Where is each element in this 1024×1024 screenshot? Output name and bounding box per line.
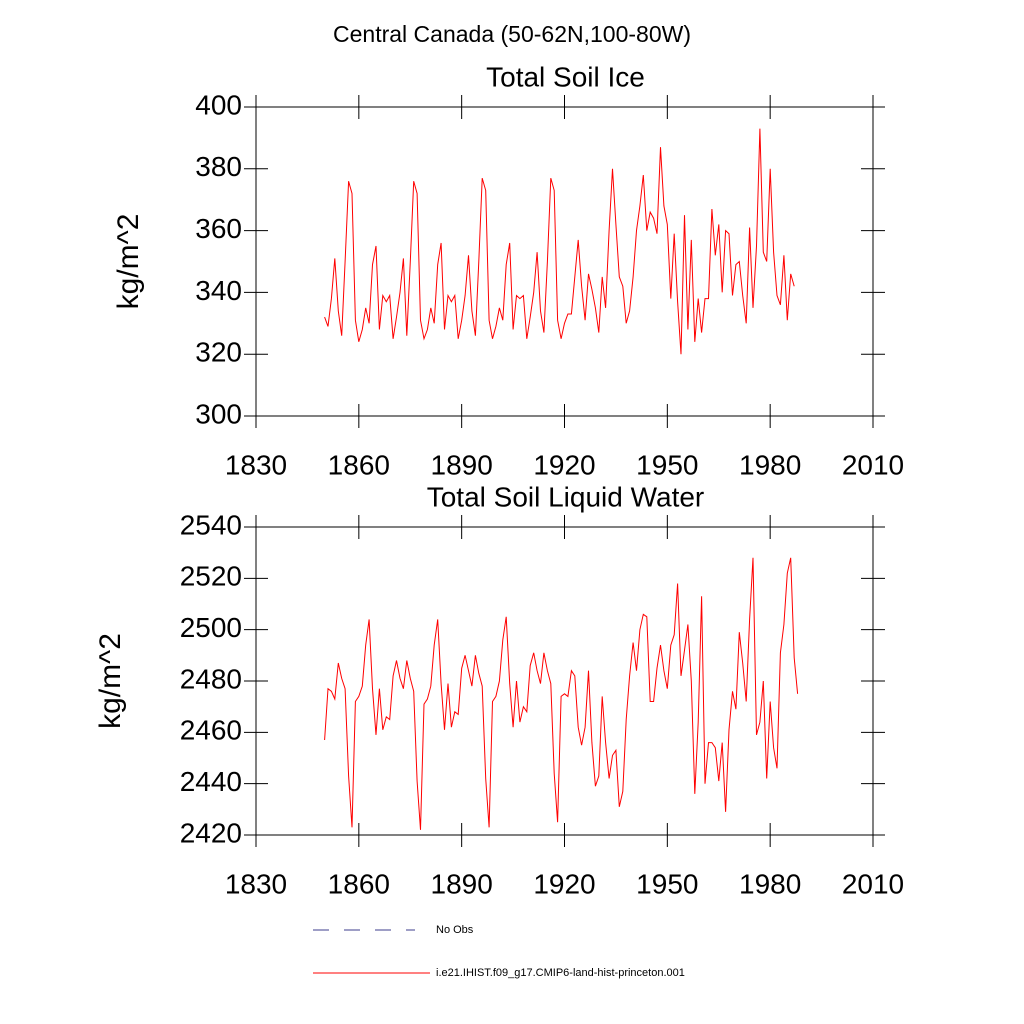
x-tick-label: 2010: [842, 868, 904, 899]
x-tick-label: 2010: [842, 449, 904, 480]
y-tick-label: 340: [195, 275, 242, 306]
legend-label: No Obs: [436, 924, 474, 936]
x-tick-label: 1860: [328, 449, 390, 480]
x-tick-label: 1830: [225, 449, 287, 480]
x-tick-label: 1890: [431, 449, 493, 480]
y-tick-label: 400: [195, 89, 242, 120]
y-tick-label: 300: [195, 398, 242, 429]
y-axis-label: kg/m^2: [112, 214, 145, 310]
x-tick-label: 1860: [328, 868, 390, 899]
x-tick-label: 1890: [431, 868, 493, 899]
x-tick-label: 1920: [533, 868, 595, 899]
y-axis-label: kg/m^2: [94, 633, 127, 729]
x-tick-label: 1980: [739, 449, 801, 480]
x-tick-label: 1950: [636, 868, 698, 899]
chart-title: Total Soil Liquid Water: [427, 481, 705, 512]
y-tick-label: 2460: [180, 715, 242, 746]
x-tick-label: 1980: [739, 868, 801, 899]
x-tick-label: 1950: [636, 449, 698, 480]
x-tick-label: 1920: [533, 449, 595, 480]
data-line: [324, 128, 795, 355]
y-tick-label: 2440: [180, 766, 242, 797]
y-tick-label: 2420: [180, 817, 242, 848]
legend-label: i.e21.IHIST.f09_g17.CMIP6-land-hist-prin…: [436, 967, 685, 979]
y-tick-label: 2540: [180, 509, 242, 540]
x-tick-label: 1830: [225, 868, 287, 899]
y-tick-label: 380: [195, 151, 242, 182]
y-tick-label: 2520: [180, 561, 242, 592]
y-tick-label: 2500: [180, 612, 242, 643]
y-tick-label: 2480: [180, 663, 242, 694]
chart-title: Total Soil Ice: [486, 61, 645, 92]
y-tick-label: 360: [195, 213, 242, 244]
figure-title: Central Canada (50-62N,100-80W): [333, 21, 691, 47]
y-tick-label: 320: [195, 337, 242, 368]
data-line: [324, 557, 799, 830]
